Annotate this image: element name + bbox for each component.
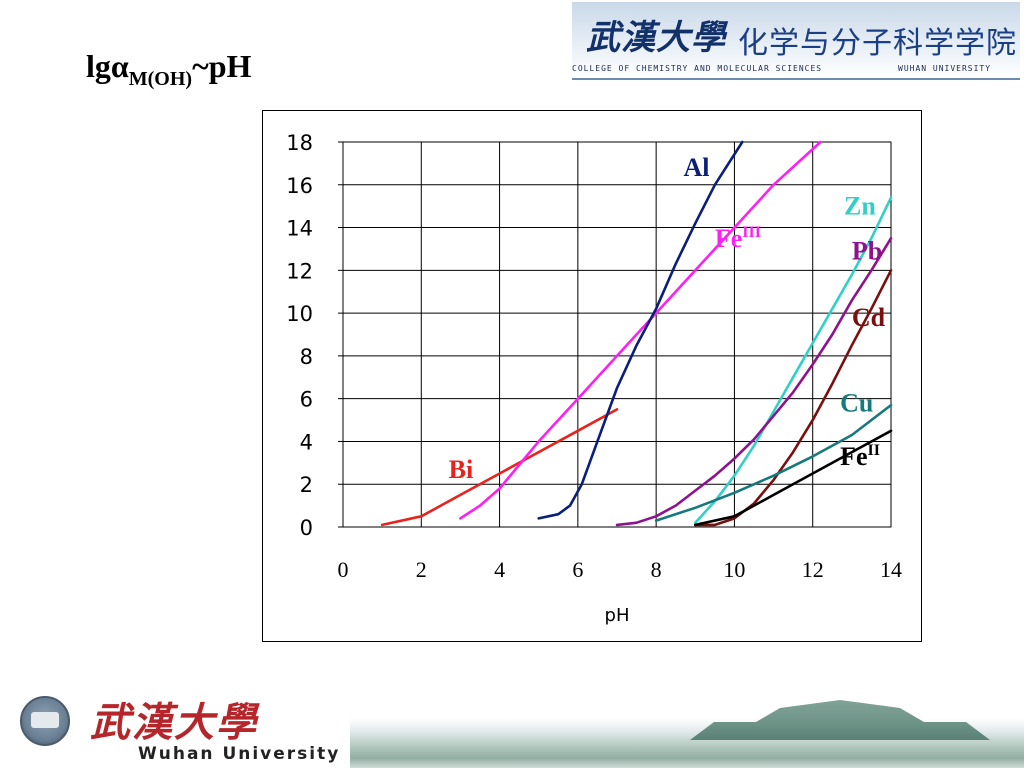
plot-area-border xyxy=(342,141,892,528)
series-label-al: Al xyxy=(684,153,710,182)
series-line-bi xyxy=(380,408,619,527)
y-tick-label: 10 xyxy=(286,302,313,326)
x-tick-label: 6 xyxy=(572,557,583,582)
header-college-name-en: COLLEGE OF CHEMISTRY AND MOLECULAR SCIEN… xyxy=(572,64,823,73)
series-label-name: Al xyxy=(684,153,710,182)
series-label-name: Cu xyxy=(840,389,873,418)
footer-university-name-en: Wuhan University xyxy=(138,744,341,764)
series-label-name: Cd xyxy=(852,303,886,332)
university-emblem-icon xyxy=(20,696,70,746)
y-tick-label: 2 xyxy=(300,473,313,497)
series-line-cd xyxy=(694,269,893,527)
series-label-cd: Cd xyxy=(852,303,886,332)
header-university-name-cn: 武漢大學 xyxy=(586,18,726,58)
series-label-name: Fe xyxy=(840,442,867,471)
series-label-name: Fe xyxy=(715,224,742,253)
x-tick-label: 10 xyxy=(723,557,745,582)
college-header-banner: 武漢大學 化学与分子科学学院 COLLEGE OF CHEMISTRY AND … xyxy=(572,2,1020,80)
header-university-name-en: WUHAN UNIVERSITY xyxy=(898,64,992,73)
y-tick-label: 18 xyxy=(286,131,313,155)
series-line-al xyxy=(537,140,744,520)
series-line-pb xyxy=(615,237,893,527)
x-axis-title: pH xyxy=(605,605,630,626)
x-tick-label: 8 xyxy=(651,557,662,582)
chart-frame: 0 2 4 6 8 10 12 14 0 2 4 6 8 10 12 14 16 18 Bi FeIII Al Zn Pb… xyxy=(262,110,922,642)
grid-layer xyxy=(342,141,892,528)
y-tick-label: 4 xyxy=(300,430,313,454)
x-tick-label: 12 xyxy=(802,557,824,582)
y-tick-label: 14 xyxy=(286,217,313,241)
series-label-zn: Zn xyxy=(844,192,876,221)
x-tick-label: 14 xyxy=(880,557,902,582)
y-tick-label: 12 xyxy=(286,259,313,283)
series-label-name: Bi xyxy=(449,455,474,484)
slide-title-tail: ~pH xyxy=(192,48,252,84)
y-tick-label: 8 xyxy=(300,345,313,369)
x-tick-label: 4 xyxy=(494,557,505,582)
series-label-fe-ii: FeII xyxy=(840,442,880,471)
footer: 武漢大學 Wuhan University xyxy=(0,678,1024,768)
slide-title-main: lgα xyxy=(86,48,129,84)
series-label-superscript: III xyxy=(742,224,761,241)
slide-title: lgαM(OH)~pH xyxy=(86,48,251,91)
y-tick-label: 16 xyxy=(286,174,313,198)
footer-university-name-cn: 武漢大學 xyxy=(90,699,258,746)
series-label-superscript: II xyxy=(868,442,880,459)
series-layer xyxy=(380,140,893,527)
series-label-cu: Cu xyxy=(840,389,873,418)
series-label-name: Zn xyxy=(844,192,876,221)
series-label-name: Pb xyxy=(852,237,882,266)
x-tick-label: 2 xyxy=(416,557,427,582)
series-line-zn xyxy=(694,196,893,524)
series-line-cu xyxy=(654,403,893,522)
series-line-fe-iii xyxy=(459,140,822,520)
axis-layer: 0 2 4 6 8 10 12 14 0 2 4 6 8 10 12 14 16 18 xyxy=(286,131,902,582)
series-label-pb: Pb xyxy=(852,237,882,266)
y-tick-label: 0 xyxy=(300,516,313,540)
x-tick-label: 0 xyxy=(338,557,349,582)
series-label-fe-iii: FeIII xyxy=(715,224,761,253)
header-college-name-cn: 化学与分子科学学院 xyxy=(738,26,1017,61)
y-tick-label: 6 xyxy=(300,388,313,412)
series-label-bi: Bi xyxy=(449,455,474,484)
series-line-fe-ii xyxy=(694,429,893,527)
slide-title-subscript: M(OH) xyxy=(128,68,193,90)
